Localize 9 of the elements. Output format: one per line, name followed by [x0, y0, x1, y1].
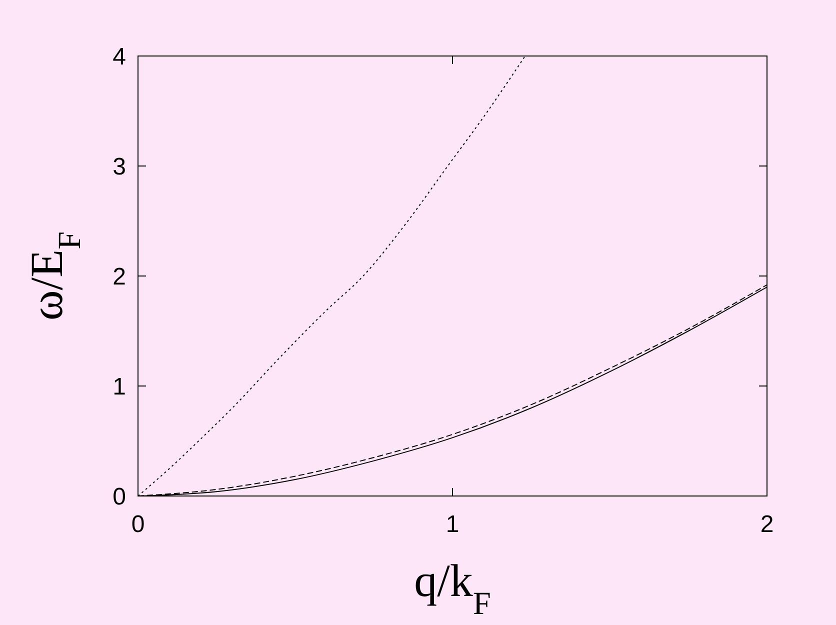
x-axis-title: q/k$_{F}$ — [414, 555, 491, 621]
x-tick-label: 1 — [446, 511, 460, 538]
y-tick-label: 2 — [112, 263, 126, 290]
y-tick-label: 3 — [112, 153, 126, 180]
x-tick-label: 2 — [760, 511, 774, 538]
x-tick-label: 0 — [131, 511, 145, 538]
y-tick-label: 4 — [112, 43, 126, 70]
y-tick-label: 1 — [112, 373, 126, 400]
y-tick-label: 0 — [112, 483, 126, 510]
